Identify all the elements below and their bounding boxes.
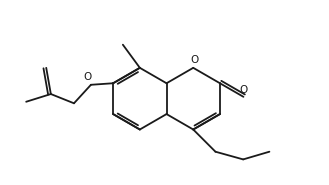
- Text: O: O: [239, 85, 247, 95]
- Text: O: O: [190, 55, 199, 65]
- Text: O: O: [83, 72, 91, 82]
